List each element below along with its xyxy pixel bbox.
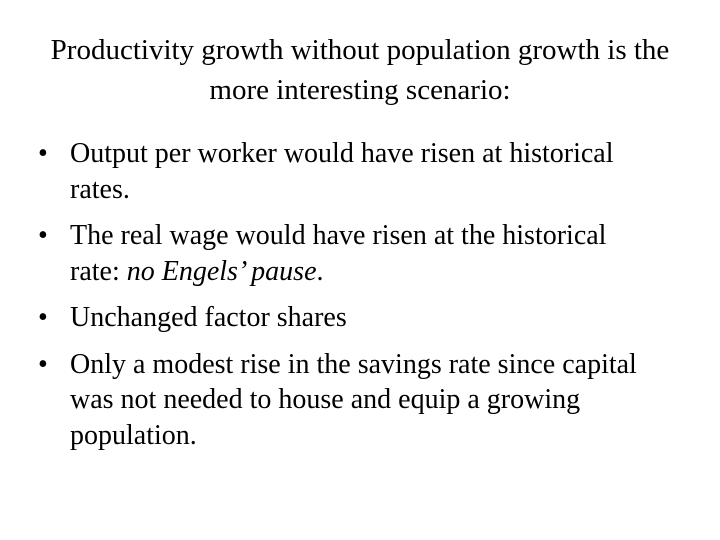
- bullet-text: The real wage would have risen at the hi…: [70, 220, 607, 287]
- bullet-text: Unchanged factor shares: [70, 302, 347, 333]
- bullet-item: Output per worker would have risen at hi…: [30, 136, 640, 207]
- bullet-item: Only a modest rise in the savings rate s…: [30, 347, 640, 454]
- bullet-emphasis: no Engels’ pause: [126, 255, 317, 287]
- bullet-list: Output per worker would have risen at hi…: [30, 136, 640, 464]
- slide-title: Productivity growth without population g…: [50, 34, 670, 106]
- bullet-item: Unchanged factor shares: [30, 300, 640, 336]
- bullet-text: Output per worker would have risen at hi…: [70, 138, 614, 205]
- bullet-end: .: [316, 255, 324, 287]
- bullet-item: The real wage would have risen at the hi…: [30, 218, 640, 289]
- bullet-text: Only a modest rise in the savings rate s…: [70, 348, 637, 451]
